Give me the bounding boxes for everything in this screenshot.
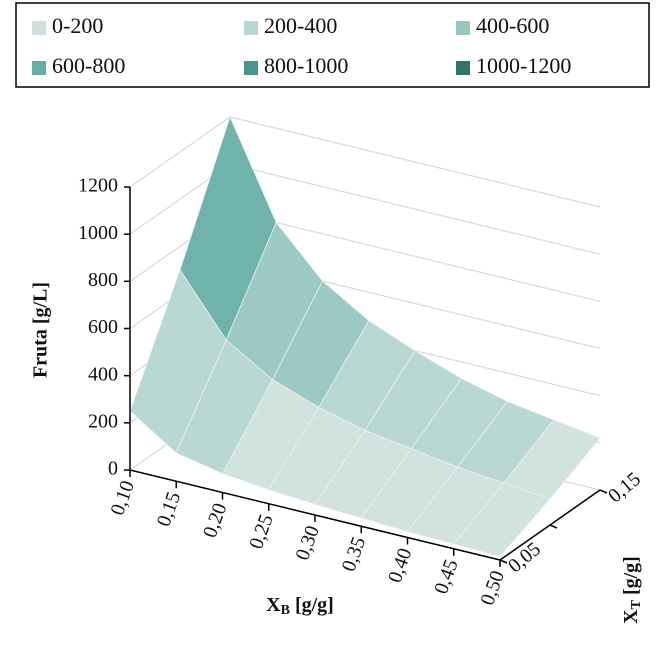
legend-swatch [32, 21, 46, 35]
legend-label: 200-400 [264, 13, 337, 38]
depth-tick [549, 524, 558, 529]
depth-tick [499, 559, 508, 564]
legend-label: 600-800 [52, 53, 125, 78]
legend-swatch [32, 61, 46, 75]
x-tick-label: 0,10 [106, 478, 139, 518]
x-tick-label: 0,30 [291, 523, 324, 563]
x-title-main: X [266, 594, 281, 616]
depth-tick [599, 489, 608, 494]
legend-label: 800-1000 [264, 53, 348, 78]
surface-patch [453, 482, 551, 557]
depth-title-unit: [g/g] [620, 556, 642, 600]
legend-label: 0-200 [52, 13, 103, 38]
legend-label: 1000-1200 [476, 53, 571, 78]
x-tick-label: 0,50 [476, 568, 509, 608]
legend-swatch [456, 21, 470, 35]
x-title-sub: B [281, 603, 290, 618]
x-tick-label: 0,45 [430, 557, 463, 597]
y-tick-label: 1200 [78, 175, 118, 197]
y-title: Fruta [g/L] [30, 282, 52, 378]
depth-title-main: X [620, 609, 642, 624]
x-title-unit: [g/g] [290, 594, 334, 616]
y-tick-label: 400 [88, 363, 118, 385]
legend-swatch [244, 61, 258, 75]
legend-label: 400-600 [476, 13, 549, 38]
legend-swatch [456, 61, 470, 75]
y-tick-label: 0 [108, 458, 118, 480]
grid-line [129, 116, 601, 208]
x-tick-label: 0,15 [153, 489, 186, 529]
y-tick-label: 600 [88, 316, 118, 338]
y-tick-label: 200 [88, 410, 118, 432]
x-tick-label: 0,25 [245, 512, 278, 552]
x-tick-label: 0,35 [338, 534, 371, 574]
depth-title-sub: T [629, 599, 644, 609]
depth-tick-label: 0,15 [604, 468, 645, 507]
legend-box [15, 2, 650, 88]
legend-swatch [244, 21, 258, 35]
depth-title: XT [g/g] [620, 556, 645, 624]
x-tick-label: 0,40 [384, 545, 417, 585]
y-tick-label: 1000 [78, 222, 118, 244]
x-tick-label: 0,20 [199, 500, 232, 540]
y-tick-label: 800 [88, 269, 118, 291]
x-title: XB [g/g] [266, 594, 334, 619]
